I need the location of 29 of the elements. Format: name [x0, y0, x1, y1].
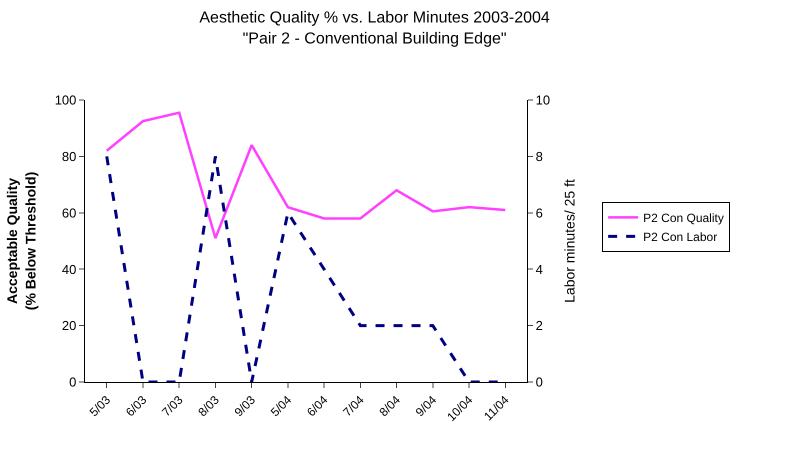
line-series: [105, 111, 507, 240]
y-tick-label: 60: [62, 205, 76, 220]
x-tick-label: 6/03: [122, 392, 150, 420]
x-tick-label: 5/04: [268, 392, 294, 420]
chart-title: Aesthetic Quality % vs. Labor Minutes 2003-2004: [199, 10, 550, 26]
y-tick-label: 20: [62, 318, 76, 334]
x-tick-label: 8/04: [376, 392, 404, 420]
y2-tick-label: 4: [536, 262, 543, 277]
x-tick-label: 7/03: [159, 392, 186, 420]
chart-subtitle: "Pair 2 - Conventional Building Edge": [242, 30, 507, 48]
y-tick-label: 100: [54, 92, 76, 108]
y2-tick-label: 0: [536, 374, 543, 390]
y2-tick-label: 6: [536, 205, 543, 220]
legend-label: P2 Con Quality: [643, 211, 724, 226]
x-tick-label: 7/04: [340, 392, 367, 420]
x-tick-label: 9/04: [412, 392, 440, 420]
x-tick-label: 8/03: [195, 392, 222, 420]
y-tick-label: 80: [62, 148, 76, 164]
y-tick-label: 40: [62, 262, 76, 277]
y2-axis-title: Labor minutes/ 25 ft: [561, 179, 578, 303]
y-tick-label: 0: [69, 374, 76, 390]
y2-tick-label: 10: [536, 92, 550, 108]
y-axis-title: Acceptable Quality (% Below Threshold): [4, 172, 38, 310]
y2-tick-label: 2: [536, 318, 543, 334]
x-tick-label: 6/04: [304, 392, 331, 420]
x-tick-label: 9/03: [232, 392, 258, 420]
legend-label: P2 Con Labor: [643, 230, 718, 244]
x-tick-label: 5/03: [86, 392, 114, 420]
y2-tick-label: 8: [536, 148, 543, 164]
